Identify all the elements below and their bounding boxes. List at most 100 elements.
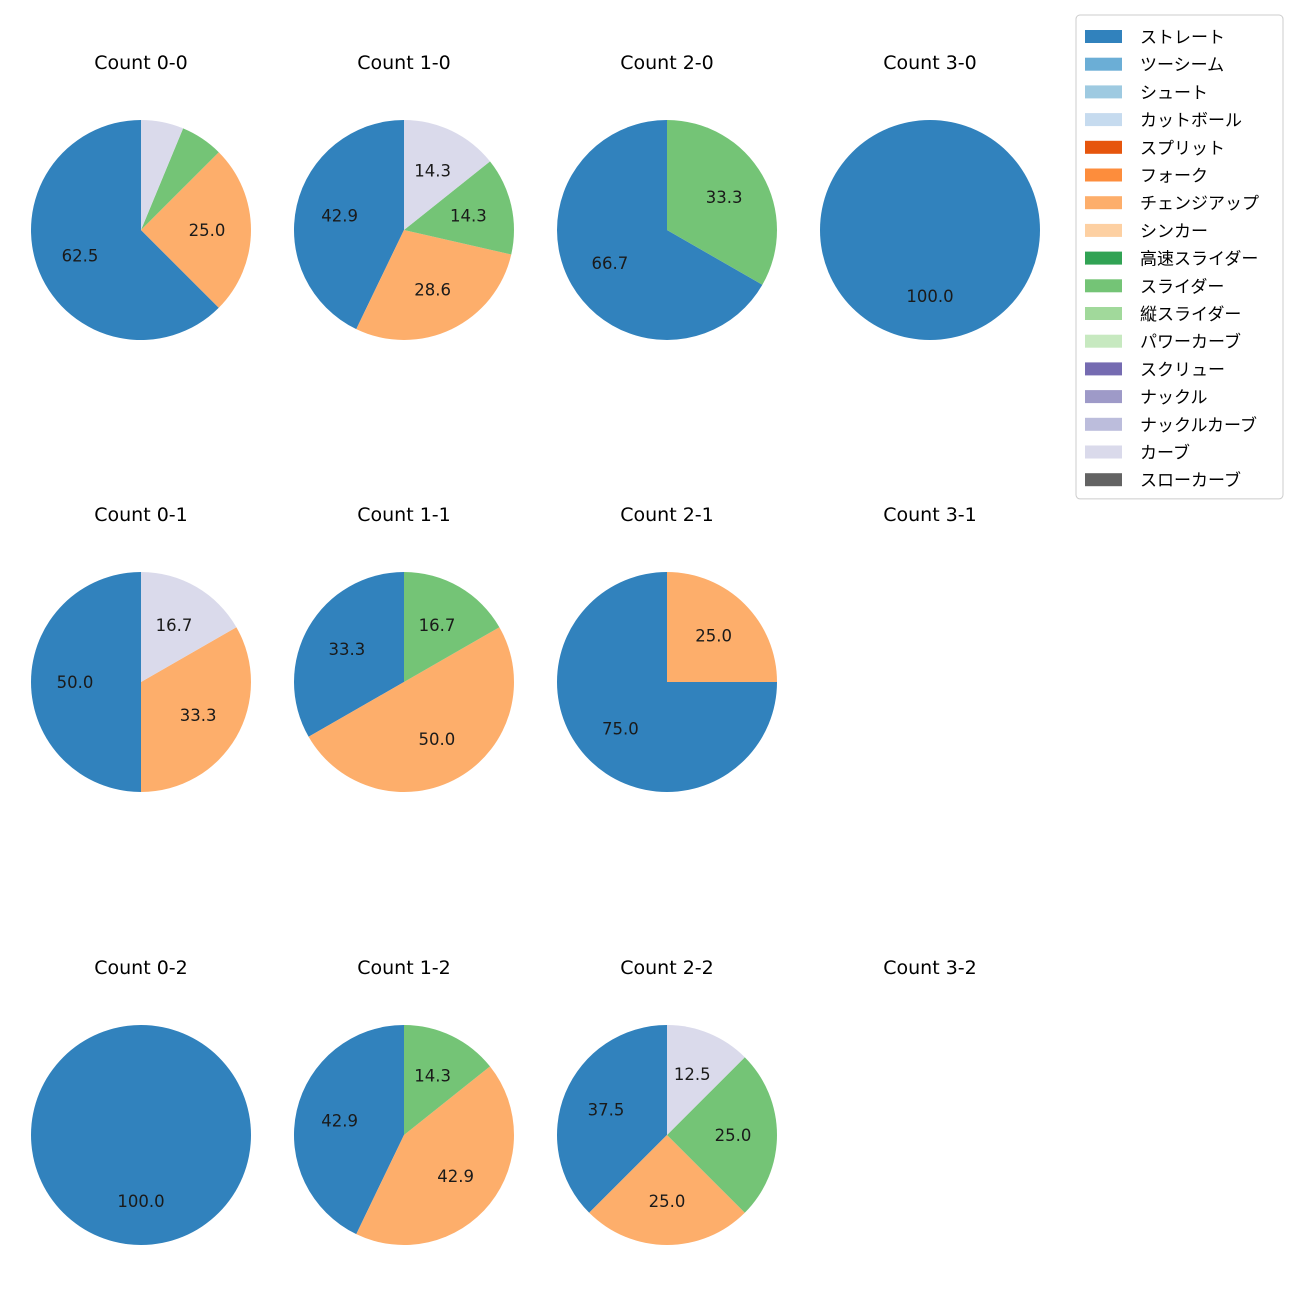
legend-label: スローカーブ <box>1140 470 1241 491</box>
pie-slice <box>31 572 141 792</box>
pie-slice-label: 25.0 <box>649 1192 686 1211</box>
legend-label: ストレート <box>1140 28 1225 48</box>
pie-slice-label: 12.5 <box>674 1065 711 1084</box>
legend-item: ナックル <box>1085 388 1208 408</box>
pie-panel: Count 3-2 <box>883 957 977 979</box>
pie-panel: Count 2-1 75.0 25.0 <box>557 504 777 792</box>
pie-slice <box>404 572 500 682</box>
pie-title: Count 0-0 <box>94 52 188 74</box>
pie-panel: Count 2-0 66.7 33.3 <box>557 52 778 340</box>
legend-swatch <box>1085 445 1122 459</box>
pie-title: Count 2-2 <box>620 957 714 979</box>
legend-item: 高速スライダー <box>1085 250 1258 270</box>
pie-slice <box>667 572 777 682</box>
pie-slice-label: 33.3 <box>180 706 217 725</box>
legend-item: スプリット <box>1085 139 1225 159</box>
pie-panel: Count 0-2 100.0 <box>31 957 251 1245</box>
legend-label: ナックルカーブ <box>1140 415 1257 436</box>
pie-title: Count 2-1 <box>620 504 714 526</box>
legend-swatch <box>1085 334 1122 348</box>
pie-slice-label: 37.5 <box>588 1101 625 1120</box>
pie-slice-label: 14.3 <box>450 206 487 225</box>
legend-label: カットボール <box>1140 111 1242 131</box>
pie-panel: Count 2-2 37.5 25.0 25.0 12.5 <box>557 957 777 1245</box>
pie-panel: Count 0-0 62.5 25.0 <box>30 52 251 340</box>
pie-slice-label: 42.9 <box>321 1111 358 1130</box>
legend-swatch <box>1085 417 1122 431</box>
legend-frame <box>1075 14 1284 500</box>
legend-label: ナックル <box>1140 388 1208 408</box>
pie-title: Count 3-1 <box>883 504 977 526</box>
pie-slice <box>356 1066 514 1246</box>
pie-title: Count 2-0 <box>620 52 714 74</box>
legend-swatch <box>1085 251 1122 265</box>
pie-slice-label: 28.6 <box>414 280 451 299</box>
legend-swatch <box>1085 113 1122 127</box>
legend-item: 縦スライダー <box>1085 305 1241 325</box>
legend-item: シュート <box>1085 83 1208 103</box>
pie-slice <box>141 627 252 792</box>
pie-slice-label: 14.3 <box>414 162 451 181</box>
pie-slice-label: 75.0 <box>602 720 639 739</box>
pie-slice <box>404 1025 490 1135</box>
pie-slice-label: 42.9 <box>437 1167 474 1186</box>
pie-slice <box>308 627 515 793</box>
legend-item: カットボール <box>1085 111 1242 131</box>
legend-item: ナックルカーブ <box>1085 415 1257 436</box>
pie-slice <box>557 120 763 340</box>
pie-slice <box>589 1135 745 1245</box>
pie-slice-label: 50.0 <box>57 673 94 692</box>
pie-slice <box>667 1057 777 1213</box>
legend-label: カーブ <box>1140 443 1190 464</box>
legend-item: フォーク <box>1085 167 1208 187</box>
pie-title: Count 1-0 <box>357 52 451 74</box>
pie-slice <box>557 1025 667 1213</box>
pie-title: Count 3-0 <box>883 52 977 74</box>
legend-swatch <box>1085 168 1122 182</box>
pie-panel: Count 1-1 33.3 50.0 16.7 <box>293 504 515 793</box>
legend-item: シンカー <box>1085 222 1208 242</box>
pie-slice <box>356 230 512 341</box>
pie-slice-label: 42.9 <box>321 206 358 225</box>
pie-panel: Count 1-0 42.9 28.6 14.3 14.3 <box>293 52 514 341</box>
legend-label: シンカー <box>1140 222 1208 242</box>
legend-item: スライダー <box>1085 277 1224 297</box>
pie-slice-label: 100.0 <box>906 287 953 306</box>
pie-slice <box>404 161 514 255</box>
pie-slice <box>141 120 184 230</box>
pie-slice <box>293 1025 404 1235</box>
legend-swatch <box>1085 473 1122 487</box>
legend-label: スクリュー <box>1140 360 1225 380</box>
pie-slice-label: 25.0 <box>695 626 732 645</box>
legend-label: チェンジアップ <box>1140 194 1259 214</box>
pie-title: Count 0-2 <box>94 957 188 979</box>
legend-item: スクリュー <box>1085 360 1225 380</box>
legend-item: カーブ <box>1085 443 1190 464</box>
pie-slice <box>404 120 490 230</box>
pie-slice-label: 33.3 <box>706 188 743 207</box>
pie-panel: Count 1-2 42.9 42.9 14.3 <box>293 957 514 1246</box>
pie-slice-label: 14.3 <box>414 1067 451 1086</box>
pie-panel: Count 3-0 100.0 <box>820 52 1040 340</box>
pie-panel: Count 0-1 50.0 33.3 16.7 <box>31 504 252 792</box>
legend-swatch <box>1085 307 1122 320</box>
pie-slice-label: 66.7 <box>592 254 629 273</box>
pie-slice-label: 62.5 <box>62 246 99 265</box>
legend-item: チェンジアップ <box>1085 194 1259 214</box>
pie-title: Count 1-2 <box>357 957 451 979</box>
legend-label: ツーシーム <box>1140 56 1224 76</box>
legend-swatch <box>1085 362 1122 376</box>
pie-slice <box>141 572 237 682</box>
pie-title: Count 0-1 <box>94 504 188 526</box>
pie-slice <box>293 572 404 737</box>
pie-panel: Count 3-1 <box>883 504 977 526</box>
legend-label: フォーク <box>1140 167 1208 187</box>
legend-swatch <box>1085 196 1122 210</box>
pie-slice <box>141 152 251 308</box>
pie-slice-label: 25.0 <box>715 1126 752 1145</box>
pie-slice <box>667 120 778 285</box>
legend-swatch <box>1085 279 1122 293</box>
legend-label: 高速スライダー <box>1140 250 1258 270</box>
legend-item: ストレート <box>1085 28 1225 48</box>
